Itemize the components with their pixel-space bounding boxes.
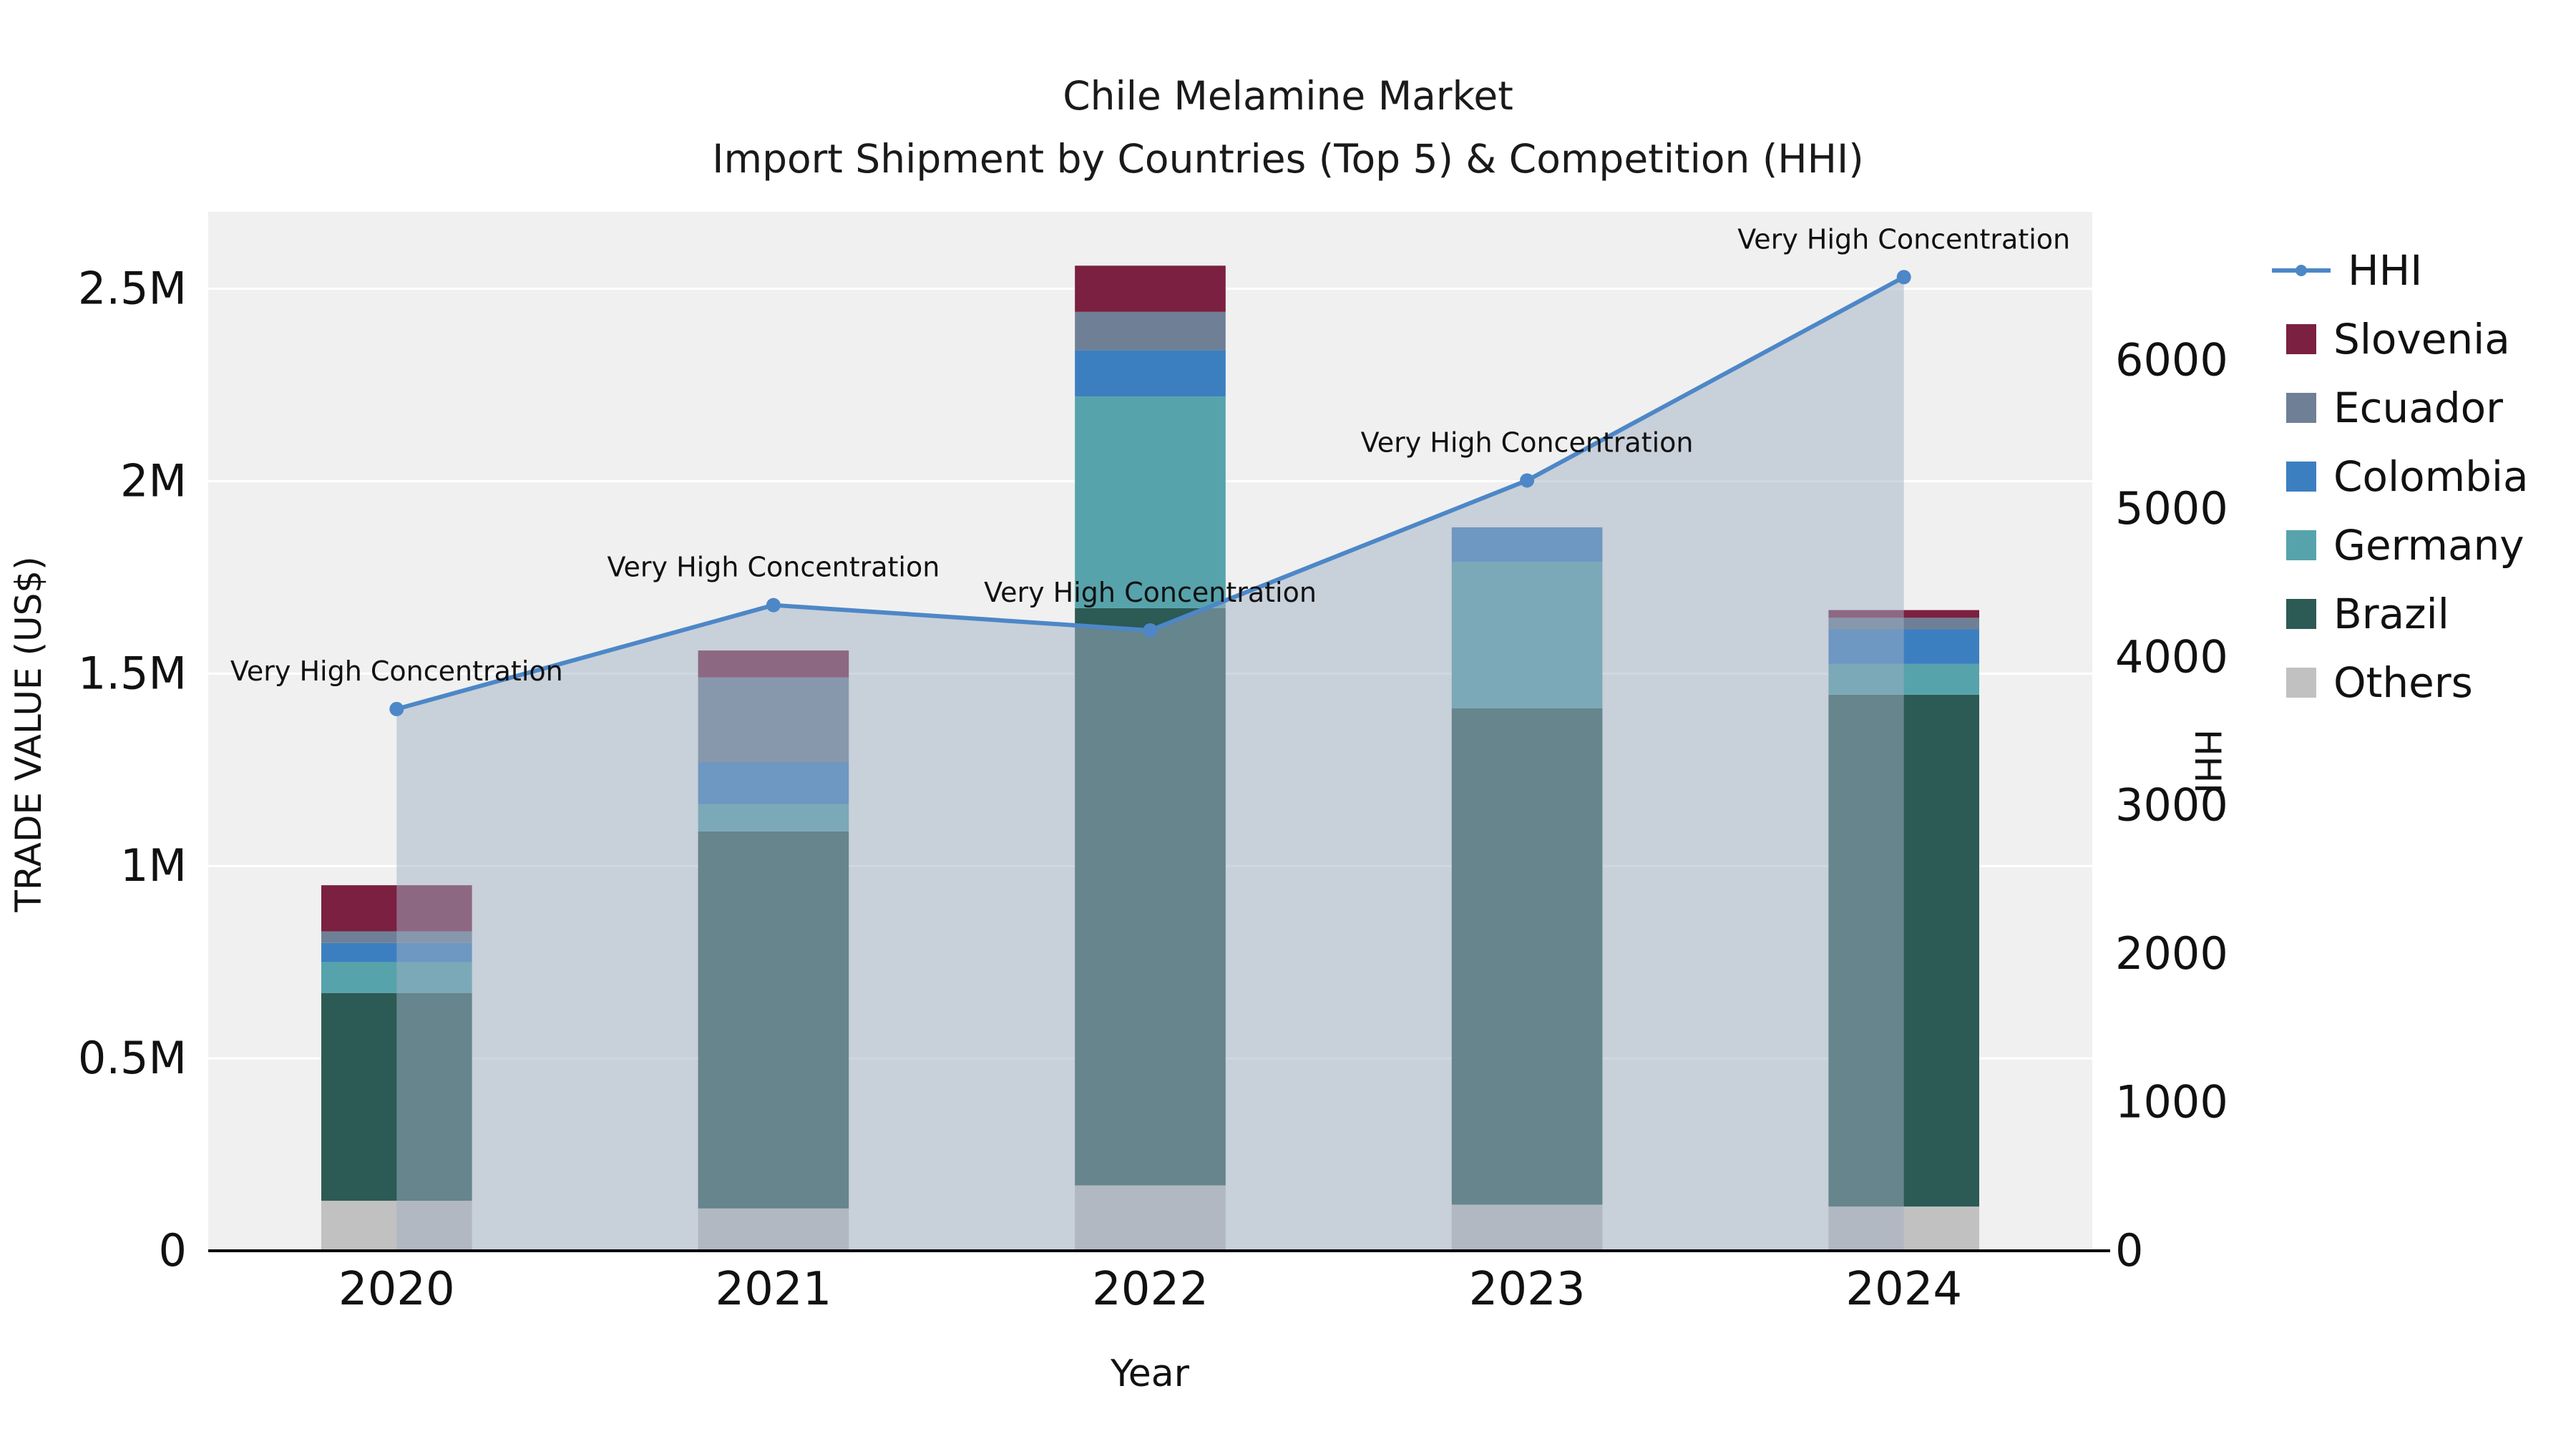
x-tick-label-2022: 2022 xyxy=(1092,1263,1209,1316)
legend-color-swatch-brazil xyxy=(2286,599,2316,629)
hhi-annotation-2023: Very High Concentration xyxy=(1361,426,1694,458)
bar-segment-colombia-2022 xyxy=(1075,350,1226,397)
right-tick-label-1000: 1000 xyxy=(2115,1076,2228,1128)
hhi-marker-2022 xyxy=(1143,623,1158,638)
legend-item-ecuador: Ecuador xyxy=(2286,374,2529,442)
x-tick-label-2020: 2020 xyxy=(338,1263,455,1316)
x-tick-label-2021: 2021 xyxy=(715,1263,831,1316)
hhi-annotation-2024: Very High Concentration xyxy=(1737,223,2070,255)
left-tick-label-0.5M: 0.5M xyxy=(78,1032,187,1084)
legend-color-swatch-others xyxy=(2286,668,2316,698)
hhi-annotation-2022: Very High Concentration xyxy=(984,577,1317,608)
bar-segment-germany-2022 xyxy=(1075,396,1226,608)
legend-label-ecuador: Ecuador xyxy=(2333,384,2503,432)
bar-segment-slovenia-2022 xyxy=(1075,265,1226,312)
legend-label-brazil: Brazil xyxy=(2333,590,2449,638)
hhi-marker-2020 xyxy=(389,701,404,716)
y-axis-label-left: TRADE VALUE (US$) xyxy=(8,556,49,912)
bar-segment-ecuador-2022 xyxy=(1075,311,1226,351)
chart-title: Chile Melamine Market xyxy=(1063,73,1513,119)
legend-hhi-line-swatch xyxy=(2272,255,2331,286)
legend-item-brazil: Brazil xyxy=(2286,580,2529,648)
legend-label-slovenia: Slovenia xyxy=(2333,315,2510,364)
left-tick-label-1M: 1M xyxy=(120,839,187,892)
hhi-marker-2023 xyxy=(1520,473,1535,488)
right-tick-label-2000: 2000 xyxy=(2115,927,2228,980)
left-tick-label-2M: 2M xyxy=(120,454,187,507)
legend-label-colombia: Colombia xyxy=(2333,452,2529,501)
left-tick-label-0: 0 xyxy=(159,1224,187,1277)
hhi-marker-2021 xyxy=(766,597,781,613)
y-axis-label-right: HHI xyxy=(2187,729,2228,794)
legend-item-colombia: Colombia xyxy=(2286,442,2529,511)
left-tick-label-1.5M: 1.5M xyxy=(78,647,187,699)
legend-label-hhi: HHI xyxy=(2348,246,2423,295)
right-tick-label-3000: 3000 xyxy=(2115,779,2228,831)
legend-color-swatch-ecuador xyxy=(2286,393,2316,423)
right-tick-label-6000: 6000 xyxy=(2115,333,2228,386)
legend-label-germany: Germany xyxy=(2333,521,2524,570)
legend-color-swatch-germany xyxy=(2286,530,2316,560)
legend-item-slovenia: Slovenia xyxy=(2286,305,2529,374)
right-tick-label-4000: 4000 xyxy=(2115,630,2228,683)
legend: HHI Slovenia Ecuador Colombia Germany Brazil O… xyxy=(2272,236,2529,717)
x-axis-label: Year xyxy=(1110,1352,1190,1395)
legend-color-swatch-slovenia xyxy=(2286,324,2316,354)
legend-item-hhi: HHI xyxy=(2272,236,2529,305)
legend-item-others: Others xyxy=(2286,648,2529,717)
right-tick-label-0: 0 xyxy=(2115,1224,2143,1277)
hhi-annotation-2020: Very High Concentration xyxy=(230,655,563,687)
right-tick-label-5000: 5000 xyxy=(2115,482,2228,535)
hhi-annotation-2021: Very High Concentration xyxy=(607,552,940,583)
hhi-marker-2024 xyxy=(1896,270,1911,285)
left-tick-label-2.5M: 2.5M xyxy=(78,263,187,315)
x-tick-label-2024: 2024 xyxy=(1845,1263,1962,1316)
legend-item-germany: Germany xyxy=(2286,511,2529,580)
legend-label-others: Others xyxy=(2333,658,2473,707)
chart-subtitle: Import Shipment by Countries (Top 5) & C… xyxy=(712,136,1864,182)
legend-line-marker-dot xyxy=(2296,265,2307,276)
x-tick-label-2023: 2023 xyxy=(1469,1263,1586,1316)
hhi-area xyxy=(396,277,1904,1252)
legend-color-swatch-colombia xyxy=(2286,462,2316,492)
chart-title-block: Chile Melamine Market Import Shipment by… xyxy=(0,64,2576,190)
